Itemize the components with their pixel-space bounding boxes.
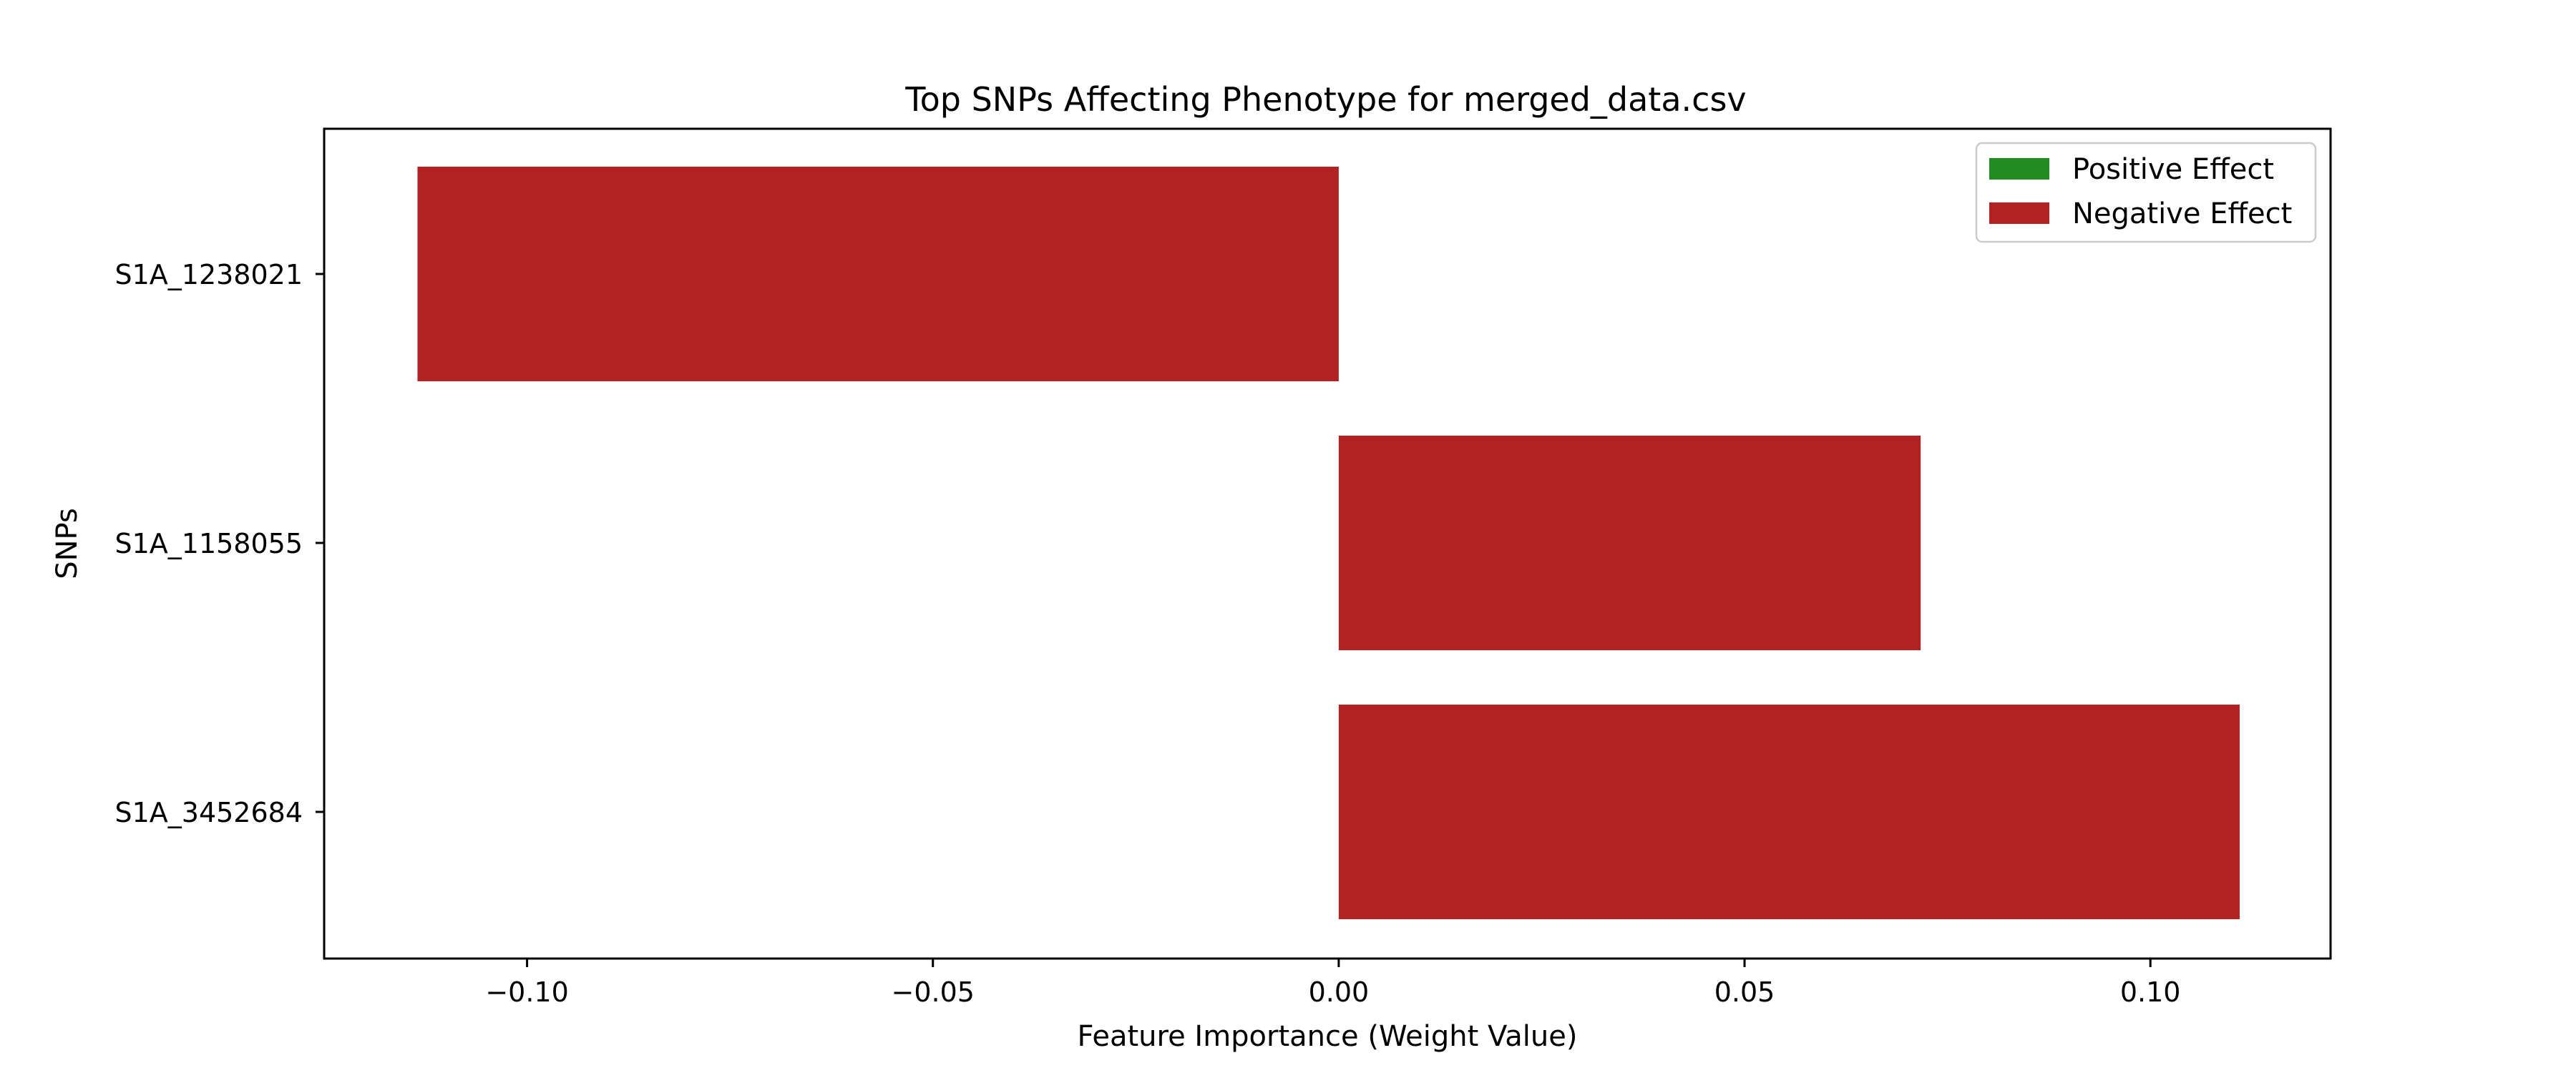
legend: Positive Effect Negative Effect	[1975, 142, 2317, 243]
bar-S1A_3452684	[1338, 705, 2240, 919]
legend-swatch-negative	[1989, 202, 2049, 224]
x-tick-label: 0.05	[1714, 976, 1775, 1008]
legend-frame	[1975, 142, 2317, 243]
y-tick-label: S1A_1158055	[114, 528, 303, 559]
legend-swatch-positive	[1989, 158, 2049, 180]
y-axis: S1A_1238021 S1A_1158055 S1A_3452684	[114, 259, 324, 828]
y-tick-label: S1A_1238021	[114, 259, 303, 290]
x-tick-label: −0.05	[892, 976, 975, 1008]
bar-S1A_1238021	[417, 167, 1339, 381]
legend-label-positive: Positive Effect	[2072, 153, 2274, 186]
x-axis: −0.10 −0.05 0.00 0.05 0.10	[485, 959, 2180, 1008]
chart-title: Top SNPs Affecting Phenotype for merged_…	[904, 80, 1746, 119]
x-tick-label: −0.10	[485, 976, 568, 1008]
x-axis-label: Feature Importance (Weight Value)	[1078, 1020, 1578, 1053]
bar-S1A_1158055	[1338, 436, 1921, 650]
y-tick-label: S1A_3452684	[114, 797, 303, 828]
bars-layer	[417, 167, 2240, 919]
legend-label-negative: Negative Effect	[2072, 197, 2292, 230]
x-tick-label: 0.10	[2120, 976, 2181, 1008]
x-tick-label: 0.00	[1309, 976, 1370, 1008]
y-axis-label: SNPs	[51, 508, 84, 579]
